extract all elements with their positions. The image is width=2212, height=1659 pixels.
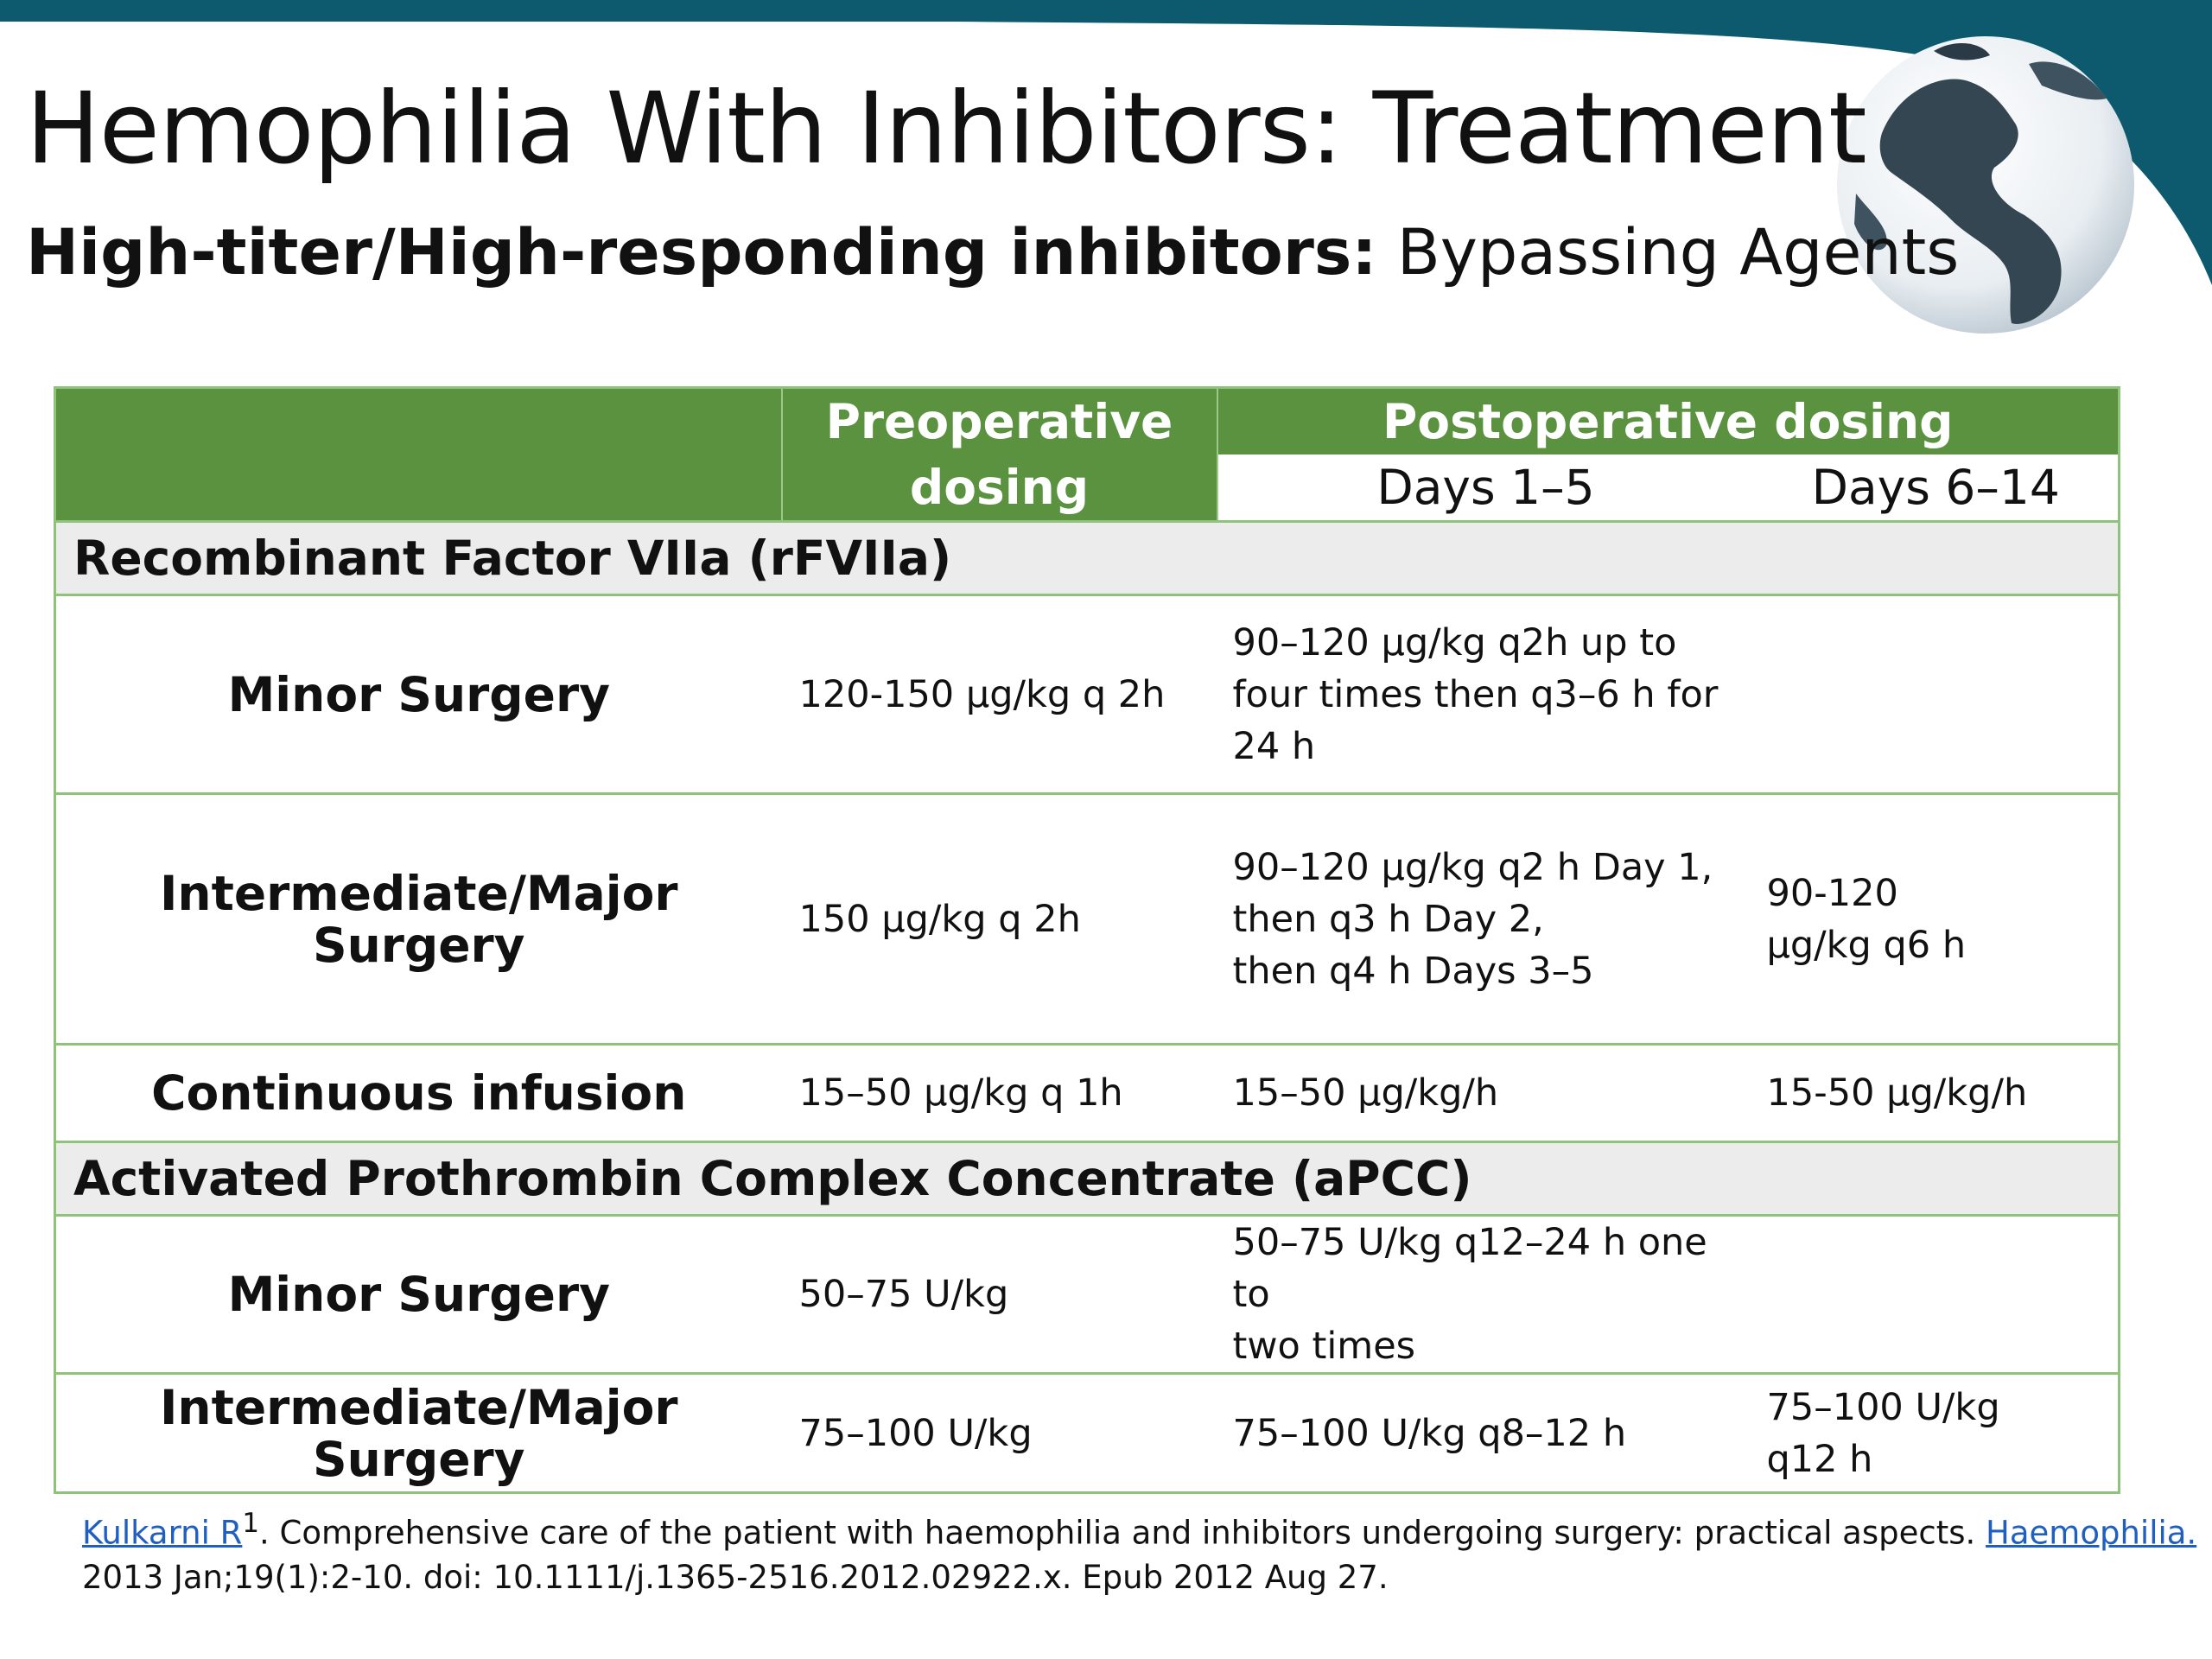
table-row: Intermediate/Major Surgery 150 µg/kg q 2… bbox=[54, 793, 2120, 1046]
slide-subtitle: High-titer/High-responding inhibitors: B… bbox=[26, 216, 1959, 289]
table-row: Minor Surgery 50–75 U/kg 50–75 U/kg q12–… bbox=[54, 1215, 2120, 1375]
reference-citation: Kulkarni R1. Comprehensive care of the p… bbox=[82, 1501, 2196, 1600]
reference-line-2: 2013 Jan;19(1):2-10. doi: 10.1111/j.1365… bbox=[82, 1559, 1389, 1597]
preoperative-dose: 50–75 U/kg bbox=[781, 1215, 1217, 1375]
header-corner bbox=[54, 387, 783, 522]
header-days-1-5: Days 1–5 bbox=[1217, 454, 1754, 523]
header-postoperative: Postoperative dosing bbox=[1217, 387, 2120, 454]
globe-icon bbox=[1837, 36, 2134, 334]
table-row: Continuous infusion 15–50 µg/kg q 1h 15–… bbox=[54, 1044, 2120, 1143]
postop-days-1-5-dose: 50–75 U/kg q12–24 h one to two times bbox=[1217, 1215, 1754, 1375]
postop-days-1-5-dose: 15–50 µg/kg/h bbox=[1217, 1044, 1754, 1143]
slide-title: Hemophilia With Inhibitors: Treatment bbox=[26, 71, 1867, 186]
journal-link[interactable]: Haemophilia. bbox=[1986, 1514, 2197, 1552]
header-banner bbox=[0, 0, 2212, 285]
author-link[interactable]: Kulkarni R bbox=[82, 1514, 243, 1552]
header-preoperative: Preoperative dosing bbox=[781, 387, 1218, 522]
section-title: Activated Prothrombin Complex Concentrat… bbox=[54, 1141, 2120, 1217]
row-label: Minor Surgery bbox=[54, 1215, 782, 1375]
postop-days-6-14-dose: 15-50 µg/kg/h bbox=[1753, 1044, 2120, 1143]
row-label: Intermediate/Major Surgery bbox=[54, 793, 782, 1046]
preoperative-dose: 120-150 µg/kg q 2h bbox=[781, 594, 1217, 795]
header-days-6-14: Days 6–14 bbox=[1753, 454, 2120, 523]
postop-days-1-5-dose: 75–100 U/kg q8–12 h bbox=[1217, 1373, 1754, 1494]
section-header-row: Recombinant Factor VIIa (rFVIIa) bbox=[54, 520, 2120, 596]
subtitle-bold: High-titer/High-responding inhibitors: bbox=[26, 216, 1377, 289]
preoperative-dose: 75–100 U/kg bbox=[781, 1373, 1217, 1494]
preoperative-dose: 15–50 µg/kg q 1h bbox=[781, 1044, 1217, 1143]
postop-days-6-14-dose: 90-120 µg/kg q6 h bbox=[1753, 793, 2120, 1046]
author-superscript: 1 bbox=[242, 1508, 259, 1539]
postop-days-1-5-dose: 90–120 µg/kg q2 h Day 1, then q3 h Day 2… bbox=[1217, 793, 1754, 1046]
section-title: Recombinant Factor VIIa (rFVIIa) bbox=[54, 520, 2120, 596]
table-row: Intermediate/Major Surgery 75–100 U/kg 7… bbox=[54, 1373, 2120, 1494]
subtitle-rest: Bypassing Agents bbox=[1396, 216, 1960, 289]
row-label: Intermediate/Major Surgery bbox=[54, 1373, 782, 1494]
preoperative-dose: 150 µg/kg q 2h bbox=[781, 793, 1217, 1046]
row-label: Continuous infusion bbox=[54, 1044, 782, 1143]
postop-days-1-5-dose: 90–120 µg/kg q2h up to four times then q… bbox=[1217, 594, 1754, 795]
reference-text: . Comprehensive care of the patient with… bbox=[259, 1514, 1986, 1552]
postop-days-6-14-dose bbox=[1753, 1215, 2120, 1375]
table-row: Minor Surgery 120-150 µg/kg q 2h 90–120 … bbox=[54, 594, 2120, 795]
dosing-table: Preoperative dosing Postoperative dosing… bbox=[54, 386, 2121, 1494]
postop-days-6-14-dose: 75–100 U/kg q12 h bbox=[1753, 1373, 2120, 1494]
postop-days-6-14-dose bbox=[1753, 594, 2120, 795]
section-header-row: Activated Prothrombin Complex Concentrat… bbox=[54, 1141, 2120, 1217]
row-label: Minor Surgery bbox=[54, 594, 782, 795]
